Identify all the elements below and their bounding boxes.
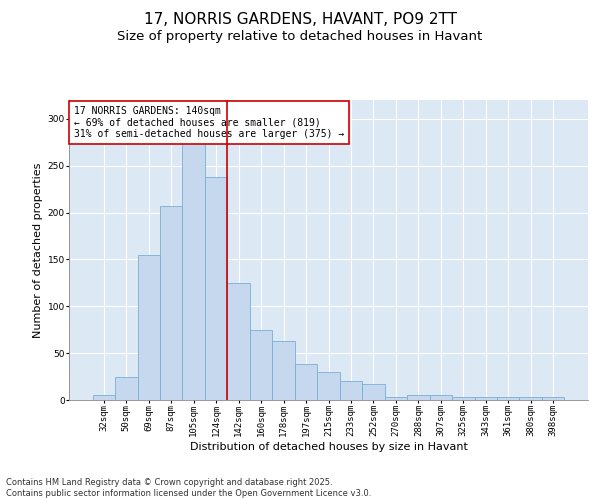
Text: Size of property relative to detached houses in Havant: Size of property relative to detached ho…: [118, 30, 482, 43]
Bar: [340, 381, 362, 400]
Bar: [182, 117, 205, 400]
Bar: [160, 206, 182, 400]
Bar: [452, 397, 475, 400]
Bar: [520, 397, 542, 400]
Bar: [250, 330, 272, 400]
Bar: [115, 376, 137, 400]
Text: 17 NORRIS GARDENS: 140sqm
← 69% of detached houses are smaller (819)
31% of semi: 17 NORRIS GARDENS: 140sqm ← 69% of detac…: [74, 106, 344, 139]
Text: Contains HM Land Registry data © Crown copyright and database right 2025.
Contai: Contains HM Land Registry data © Crown c…: [6, 478, 371, 498]
Bar: [475, 397, 497, 400]
Text: 17, NORRIS GARDENS, HAVANT, PO9 2TT: 17, NORRIS GARDENS, HAVANT, PO9 2TT: [143, 12, 457, 28]
Y-axis label: Number of detached properties: Number of detached properties: [34, 162, 43, 338]
Bar: [385, 397, 407, 400]
Bar: [205, 177, 227, 400]
X-axis label: Distribution of detached houses by size in Havant: Distribution of detached houses by size …: [190, 442, 467, 452]
Bar: [295, 364, 317, 400]
Bar: [362, 384, 385, 400]
Bar: [92, 396, 115, 400]
Bar: [542, 397, 565, 400]
Bar: [137, 254, 160, 400]
Bar: [227, 283, 250, 400]
Bar: [407, 396, 430, 400]
Bar: [430, 396, 452, 400]
Bar: [272, 341, 295, 400]
Bar: [317, 372, 340, 400]
Bar: [497, 397, 520, 400]
